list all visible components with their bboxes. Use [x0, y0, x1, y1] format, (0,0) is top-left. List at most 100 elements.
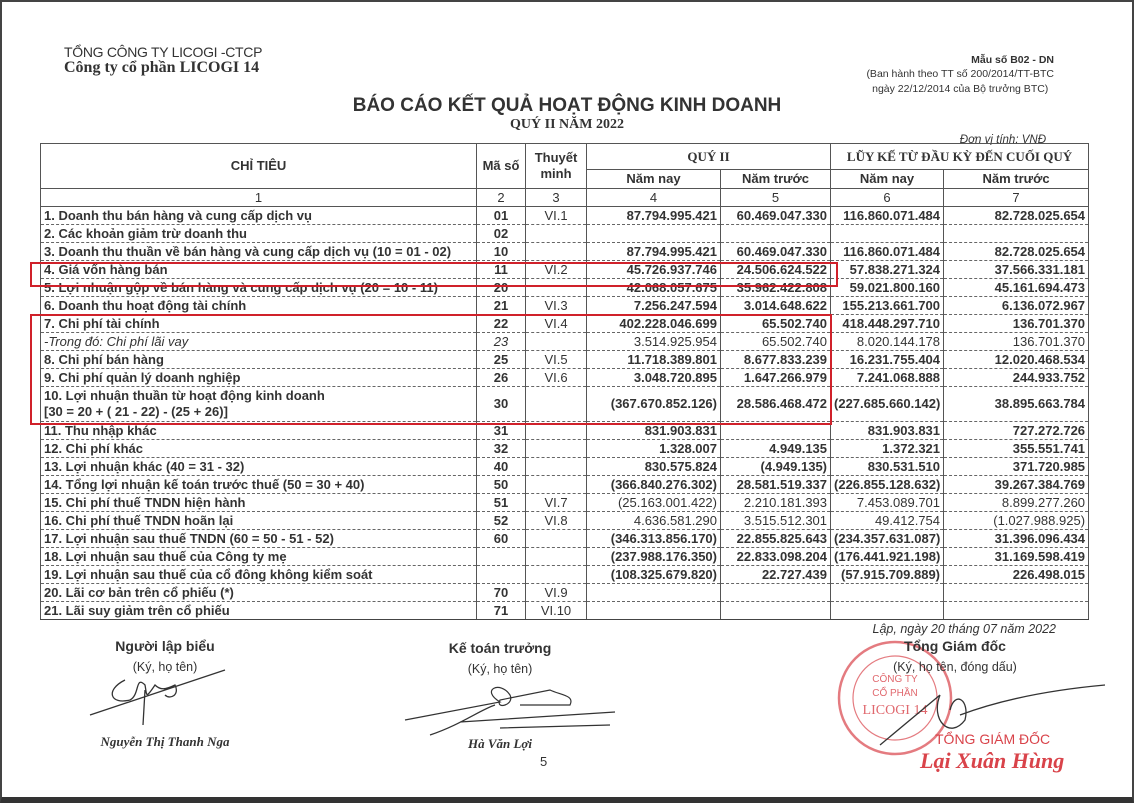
row-note [525, 457, 587, 476]
row-code: 20 [476, 278, 526, 297]
row-note [525, 439, 587, 458]
row-quarter-last-year: 8.677.833.239 [719, 350, 832, 369]
svg-text:CỔ PHẦN: CỔ PHẦN [872, 686, 918, 699]
row-quarter-this-year: 45.726.937.746 [586, 260, 721, 279]
row-code: 10 [476, 242, 526, 261]
row-ytd-this-year: 7.453.089.701 [830, 493, 945, 512]
row-ytd-last-year: 82.728.025.654 [943, 206, 1090, 225]
header-quarter: QUÝ II [585, 142, 832, 171]
row-quarter-last-year: 60.469.047.330 [719, 206, 832, 225]
row-ytd-last-year: 37.566.331.181 [943, 260, 1090, 279]
table-row: 6. Doanh thu hoạt động tài chính 21 VI.3 7.… [40, 296, 1090, 315]
director-role: TỔNG GIÁM ĐỐC [935, 731, 1051, 747]
accountant-sub: (Ký, họ tên) [467, 662, 533, 676]
row-label: 21. Lãi suy giảm trên cổ phiếu [40, 601, 477, 620]
row-label: 10. Lợi nhuận thuần từ hoạt động kinh do… [40, 386, 477, 422]
row-quarter-this-year: 87.794.995.421 [586, 242, 721, 261]
row-quarter-last-year [719, 601, 832, 620]
row-label: 18. Lợi nhuận sau thuế của Công ty mẹ [40, 547, 477, 566]
row-quarter-last-year: 3.014.648.622 [719, 296, 832, 315]
row-label: 8. Chi phí bán hàng [40, 350, 477, 369]
table-row: 5. Lợi nhuận gộp về bán hàng và cung cấp… [40, 278, 1090, 297]
row-ytd-last-year: 12.020.468.534 [943, 350, 1090, 369]
row-ytd-this-year [830, 601, 945, 620]
row-ytd-last-year: 45.161.694.473 [943, 278, 1090, 297]
row-ytd-this-year: 1.372.321 [830, 439, 945, 458]
row-quarter-last-year: 24.506.624.522 [719, 260, 832, 279]
row-quarter-last-year: (4.949.135) [719, 457, 832, 476]
header-code: Mã số [476, 143, 526, 189]
row-quarter-this-year: (367.670.852.126) [586, 386, 721, 422]
row-quarter-this-year: 7.256.247.594 [586, 296, 721, 315]
row-code: 31 [476, 421, 526, 440]
row-quarter-last-year: 65.502.740 [719, 332, 832, 351]
row-label: 15. Chi phí thuế TNDN hiện hành [40, 493, 477, 512]
row-ytd-last-year: 82.728.025.654 [943, 242, 1090, 261]
row-note [525, 224, 587, 243]
row-quarter-this-year: 1.328.007 [586, 439, 721, 458]
row-label: 1. Doanh thu bán hàng và cung cấp dịch v… [40, 206, 477, 225]
row-note [525, 565, 587, 584]
table-row: 12. Chi phí khác 32 1.328.007 4.949.135 1.37… [40, 439, 1090, 458]
col-number: 7 [943, 188, 1090, 207]
row-ytd-this-year: (227.685.660.142) [830, 386, 945, 422]
row-note [525, 547, 587, 566]
row-code: 11 [476, 260, 526, 279]
row-ytd-last-year: 38.895.663.784 [943, 386, 1090, 422]
row-ytd-this-year: (57.915.709.889) [830, 565, 945, 584]
row-quarter-this-year: (25.163.001.422) [586, 493, 721, 512]
row-label: 4. Giá vốn hàng bán [40, 260, 477, 279]
row-quarter-this-year: 11.718.389.801 [586, 350, 721, 369]
row-quarter-this-year [586, 601, 721, 620]
header-q-this-year: Năm nay [586, 169, 721, 189]
col-number: 5 [719, 188, 832, 207]
row-quarter-this-year [586, 583, 721, 602]
row-quarter-last-year: 65.502.740 [719, 314, 832, 333]
row-quarter-last-year: 22.855.825.643 [719, 529, 832, 548]
row-note: VI.1 [525, 206, 587, 225]
row-code: 21 [476, 296, 526, 315]
row-ytd-this-year: 116.860.071.484 [830, 242, 945, 261]
row-quarter-last-year [719, 583, 832, 602]
row-quarter-last-year [719, 421, 832, 440]
row-label: 6. Doanh thu hoạt động tài chính [40, 296, 477, 315]
parent-company: TỔNG CÔNG TY LICOGI -CTCP [64, 44, 263, 60]
row-code: 50 [476, 475, 526, 494]
row-quarter-this-year: 830.575.824 [586, 457, 721, 476]
row-ytd-last-year: 371.720.985 [943, 457, 1090, 476]
row-label: 19. Lợi nhuận sau thuế của cổ đông không… [40, 565, 477, 584]
row-ytd-this-year: 8.020.144.178 [830, 332, 945, 351]
header-indicator: CHỈ TIÊU [40, 143, 477, 189]
director-title: Tổng Giám đốc [904, 638, 1006, 654]
row-label: -Trong đó: Chi phí lãi vay [40, 332, 477, 351]
table-row: 1. Doanh thu bán hàng và cung cấp dịch v… [40, 206, 1090, 225]
table-row: 17. Lợi nhuận sau thuế TNDN (60 = 50 - 5… [40, 529, 1090, 548]
table-row: 14. Tổng lợi nhuận kế toán trước thuế (5… [40, 475, 1090, 494]
row-code: 60 [476, 529, 526, 548]
row-note [525, 242, 587, 261]
row-quarter-last-year: 28.586.468.472 [719, 386, 832, 422]
row-quarter-this-year: (108.325.679.820) [586, 565, 721, 584]
table-row: 19. Lợi nhuận sau thuế của cổ đông không… [40, 565, 1090, 584]
table-row: 20. Lãi cơ bản trên cổ phiếu (*) 70 VI.9 [40, 583, 1090, 602]
row-note [525, 529, 587, 548]
row-code: 01 [476, 206, 526, 225]
row-quarter-this-year: 42.068.057.675 [586, 278, 721, 297]
row-code: 40 [476, 457, 526, 476]
row-label: 3. Doanh thu thuần về bán hàng và cung c… [40, 242, 477, 261]
svg-text:LICOGI 14: LICOGI 14 [863, 703, 928, 718]
row-ytd-this-year: 418.448.297.710 [830, 314, 945, 333]
form-issued: (Ban hành theo TT số 200/2014/TT-BTC ngà… [866, 67, 1054, 97]
row-ytd-this-year: (234.357.631.087) [830, 529, 945, 548]
table-row: 16. Chi phí thuế TNDN hoãn lại 52 VI.8 4.63… [40, 511, 1090, 530]
row-note: VI.5 [525, 350, 587, 369]
row-note: VI.6 [525, 368, 587, 387]
row-ytd-last-year [943, 583, 1090, 602]
row-code: 23 [476, 332, 526, 351]
row-label-line1: 10. Lợi nhuận thuần từ hoạt động kinh do… [44, 388, 325, 403]
accountant-title: Kế toán trưởng [448, 640, 552, 656]
row-note: VI.4 [525, 314, 587, 333]
row-ytd-last-year [943, 601, 1090, 620]
row-quarter-this-year: 87.794.995.421 [586, 206, 721, 225]
row-label: 13. Lợi nhuận khác (40 = 31 - 32) [40, 457, 477, 476]
